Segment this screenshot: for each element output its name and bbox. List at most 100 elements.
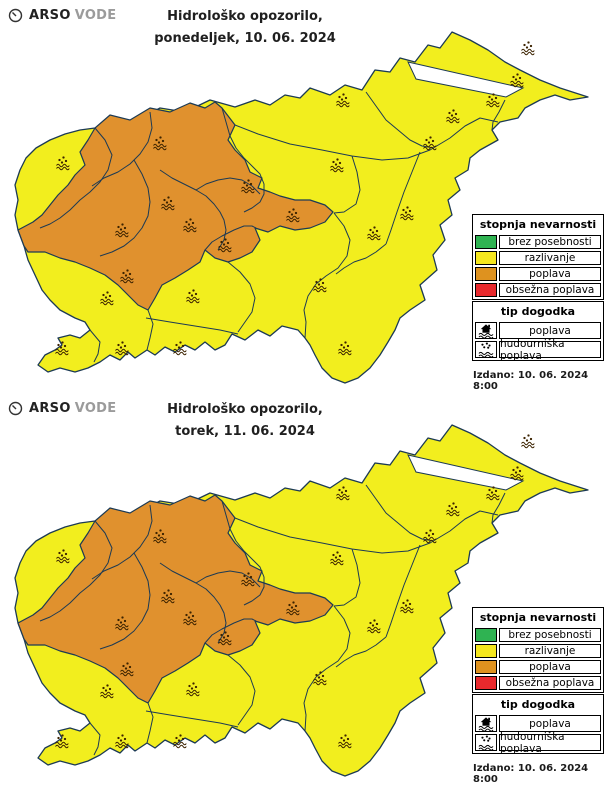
flash-flood-warning-icon <box>313 671 327 686</box>
flash-flood-warning-icon <box>186 289 200 304</box>
region-border <box>491 99 506 131</box>
danger-level-label: razlivanje <box>499 644 601 658</box>
danger-level-row: brez posebnosti <box>475 628 601 642</box>
flash-flood-warning-icon <box>400 599 414 614</box>
flash-flood-icon <box>478 735 494 750</box>
danger-color-swatch <box>475 235 497 249</box>
region-border <box>91 111 153 187</box>
region-border <box>315 605 351 678</box>
region-border <box>195 177 261 195</box>
warning-panel-tuesday: ARSO VODE Hidrološko opozorilo, torek, 11… <box>0 393 610 786</box>
flash-flood-warning-icon <box>423 136 437 151</box>
flash-flood-warning-icon <box>55 341 69 356</box>
danger-level-label: obsežna poplava <box>499 676 601 690</box>
arso-brand: ARSO VODE <box>8 401 116 416</box>
event-type-row: hudourniška poplava <box>475 731 601 755</box>
region-border <box>333 155 361 214</box>
flash-flood-warning-icon <box>56 549 70 564</box>
flood-house-icon <box>475 715 497 732</box>
region-border <box>365 484 435 542</box>
danger-level-row: poplava <box>475 267 601 281</box>
flash-flood-warning-icon <box>120 662 134 677</box>
region-border <box>303 283 317 339</box>
danger-level-label: poplava <box>499 267 601 281</box>
event-type-label: poplava <box>499 322 601 339</box>
mura-river-gap <box>407 61 525 98</box>
region-border <box>385 544 421 638</box>
danger-color-swatch <box>475 628 497 642</box>
flash-flood-warning-icon <box>367 619 381 634</box>
mura-river-gap <box>407 454 525 491</box>
flash-flood-warning-icon <box>241 572 255 587</box>
event-type-legend: tip dogodka poplava hudourniška poplava <box>472 301 604 362</box>
danger-level-row: brez posebnosti <box>475 235 601 249</box>
danger-legend-title: stopnja nevarnosti <box>479 218 597 231</box>
region-border <box>39 520 113 622</box>
region-border <box>159 562 227 644</box>
map-title-line2: ponedeljek, 10. 06. 2024 <box>154 31 336 46</box>
flash-flood-icon <box>475 734 497 751</box>
region-border <box>315 212 351 285</box>
flash-flood-warning-icon <box>338 734 352 749</box>
region-border <box>89 329 101 363</box>
region-border <box>221 107 265 213</box>
arso-logo-icon <box>8 8 23 23</box>
flash-flood-warning-icon <box>367 226 381 241</box>
event-type-label: poplava <box>499 715 601 732</box>
flash-flood-warning-icon <box>56 156 70 171</box>
flash-flood-warning-icon <box>183 218 197 233</box>
danger-color-swatch <box>475 267 497 281</box>
flash-flood-warning-icon <box>521 434 535 449</box>
flash-flood-warning-icon <box>423 529 437 544</box>
flash-flood-warning-icon <box>313 278 327 293</box>
brand-arso: ARSO <box>29 401 71 416</box>
region-border <box>159 169 227 251</box>
event-type-legend: tip dogodka poplava hudourniška poplava <box>472 694 604 755</box>
warning-panel-monday: ARSO VODE Hidrološko opozorilo, ponedelje… <box>0 0 610 393</box>
flash-flood-warning-icon <box>100 684 114 699</box>
danger-legend-title: stopnja nevarnosti <box>479 611 597 624</box>
brand-vode: VODE <box>74 8 117 23</box>
region-border <box>335 636 387 668</box>
danger-level-row: obsežna poplava <box>475 676 601 690</box>
region-border <box>204 225 257 251</box>
danger-color-swatch <box>475 251 497 265</box>
flash-flood-warning-icon <box>400 206 414 221</box>
map-title-line2: torek, 11. 06. 2024 <box>175 424 315 439</box>
issued-timestamp: Izdano: 10. 06. 2024 8:00 <box>473 370 589 392</box>
region-border <box>39 127 113 229</box>
event-type-label: hudourniška poplava <box>499 731 601 755</box>
flash-flood-warning-icon <box>330 551 344 566</box>
flash-flood-warning-icon <box>510 466 524 481</box>
danger-level-row: razlivanje <box>475 644 601 658</box>
issued-timestamp: Izdano: 10. 06. 2024 8:00 <box>473 763 589 785</box>
flash-flood-warning-icon <box>55 734 69 749</box>
region-border <box>333 548 361 607</box>
region-border <box>365 91 435 149</box>
flash-flood-warning-icon <box>336 486 350 501</box>
map-title: Hidrološko opozorilo, torek, 11. 06. 202… <box>140 399 350 443</box>
brand-vode: VODE <box>74 401 117 416</box>
flood-house-icon <box>475 322 497 339</box>
flash-flood-warning-icon <box>330 158 344 173</box>
region-border <box>89 722 101 756</box>
flash-flood-warning-icon <box>218 631 232 646</box>
region-border <box>99 552 151 650</box>
event-type-label: hudourniška poplava <box>499 338 601 362</box>
flash-flood-warning-icon <box>218 238 232 253</box>
orange-warning-region <box>17 494 334 704</box>
flash-flood-icon <box>475 341 497 358</box>
flash-flood-warning-icon <box>173 341 187 356</box>
flash-flood-warning-icon <box>115 223 129 238</box>
region-border <box>491 492 506 524</box>
flash-flood-warning-icon <box>446 502 460 517</box>
event-type-row: poplava <box>475 715 601 732</box>
event-legend-title: tip dogodka <box>500 305 576 318</box>
region-border <box>145 317 239 335</box>
flood-house-icon <box>478 717 494 731</box>
orange-warning-region <box>17 101 334 311</box>
flash-flood-icon <box>478 342 494 357</box>
danger-level-label: razlivanje <box>499 251 601 265</box>
flash-flood-warning-icon <box>186 682 200 697</box>
flash-flood-warning-icon <box>120 269 134 284</box>
